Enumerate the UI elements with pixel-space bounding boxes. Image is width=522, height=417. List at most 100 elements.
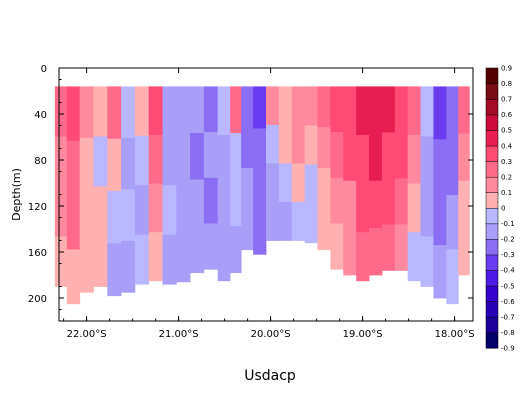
y-tick-label: 80 bbox=[34, 156, 47, 167]
heatmap-cell bbox=[458, 227, 470, 276]
y-axis: 0 40 80 120 160 200 bbox=[28, 64, 473, 310]
heatmap-cell bbox=[241, 208, 254, 251]
colorbar-label: 0.7 bbox=[501, 96, 512, 104]
heatmap-cell bbox=[176, 184, 191, 234]
heatmap-cell bbox=[433, 245, 447, 299]
colorbar-label: 0.1 bbox=[501, 189, 512, 197]
heatmap-cell bbox=[330, 177, 344, 224]
heatmap-cell bbox=[121, 137, 136, 190]
x-axis: 22.00°S 21.00°S 20.00°S 19.00°S 18.00°S bbox=[63, 68, 475, 340]
heatmap-cell bbox=[190, 86, 205, 134]
x-tick-label: 18.00°S bbox=[435, 329, 475, 340]
heatmap-cell bbox=[148, 183, 163, 233]
heatmap-cell bbox=[121, 240, 136, 293]
heatmap-cell bbox=[304, 125, 318, 165]
heatmap-cell bbox=[66, 86, 81, 142]
heatmap-cell bbox=[54, 236, 68, 287]
heatmap-cell bbox=[107, 138, 122, 192]
heatmap-cell bbox=[356, 86, 370, 136]
heatmap-cell bbox=[54, 86, 68, 137]
heatmap-cell bbox=[407, 183, 421, 233]
heatmap-cell bbox=[304, 203, 318, 244]
heatmap-cell bbox=[446, 195, 459, 250]
heatmap-cell bbox=[148, 86, 163, 136]
colorbar-label: -0.6 bbox=[501, 298, 515, 306]
heatmap-cell bbox=[148, 232, 163, 282]
x-tick-label: 20.00°S bbox=[251, 329, 291, 340]
heatmap-cell bbox=[134, 234, 150, 285]
heatmap-cell bbox=[369, 133, 383, 182]
heatmap-cell bbox=[278, 201, 293, 241]
heatmap-cell bbox=[241, 168, 254, 210]
heatmap-cell bbox=[203, 86, 219, 133]
colorbar-swatch bbox=[485, 207, 499, 225]
heatmap-cell bbox=[148, 134, 163, 184]
colorbar-label: 0.3 bbox=[501, 158, 512, 166]
heatmap-cell bbox=[230, 86, 242, 134]
heatmap-field bbox=[54, 86, 470, 305]
heatmap-cell bbox=[203, 223, 219, 270]
heatmap-cell bbox=[343, 133, 357, 182]
heatmap-cell bbox=[381, 86, 396, 133]
heatmap-cell bbox=[291, 124, 306, 164]
heatmap-cell bbox=[330, 86, 344, 133]
colorbar-swatch bbox=[485, 269, 499, 287]
colorbar-label: -0.9 bbox=[501, 345, 515, 353]
heatmap-cell bbox=[266, 86, 280, 126]
heatmap-cell bbox=[79, 86, 94, 139]
colorbar-swatch bbox=[485, 332, 499, 349]
heatmap-cell bbox=[54, 186, 68, 237]
heatmap-cell bbox=[343, 180, 357, 229]
heatmap-cell bbox=[217, 232, 231, 282]
heatmap-cell bbox=[407, 232, 421, 282]
colorbar-label: -0.7 bbox=[501, 313, 515, 321]
heatmap-cell bbox=[107, 191, 122, 244]
heatmap-cell bbox=[343, 227, 357, 276]
heatmap-cell bbox=[420, 136, 434, 187]
colorbar-label: -0.2 bbox=[501, 236, 515, 244]
heatmap-cell bbox=[190, 179, 205, 227]
heatmap-cell bbox=[407, 134, 421, 184]
heatmap-cell bbox=[278, 86, 293, 126]
colorbar-swatch bbox=[485, 285, 499, 302]
colorbar-swatch bbox=[485, 129, 499, 147]
colorbar-swatch bbox=[485, 254, 499, 271]
heatmap-cell bbox=[356, 183, 370, 233]
colorbar-swatch bbox=[485, 114, 499, 131]
heatmap-cell bbox=[394, 178, 409, 225]
y-tick-label: 120 bbox=[28, 202, 47, 213]
heatmap-cell bbox=[420, 86, 434, 137]
heatmap-cell bbox=[190, 132, 205, 180]
colorbar-label: 0.9 bbox=[501, 65, 512, 73]
heatmap-cell bbox=[79, 189, 94, 242]
y-tick-label: 0 bbox=[41, 64, 47, 75]
heatmap-cell bbox=[278, 163, 293, 203]
heatmap-cell bbox=[317, 168, 331, 210]
heatmap-cell bbox=[162, 86, 177, 137]
heatmap-cell bbox=[433, 139, 447, 193]
x-tick-label: 21.00°S bbox=[159, 329, 199, 340]
heatmap-cell bbox=[162, 234, 177, 285]
heatmap-cell bbox=[291, 163, 306, 203]
heatmap-cell bbox=[446, 86, 459, 142]
heatmap-cell bbox=[134, 135, 150, 186]
heatmap-cell bbox=[330, 223, 344, 270]
heatmap-cell bbox=[356, 134, 370, 184]
y-tick-label: 160 bbox=[28, 248, 47, 259]
heatmap-cell bbox=[66, 140, 81, 196]
y-tick-label: 40 bbox=[34, 110, 47, 121]
heatmap-cell bbox=[176, 135, 191, 185]
heatmap-cell bbox=[317, 208, 331, 251]
heatmap-cell bbox=[79, 137, 94, 190]
colorbar-label: -0.4 bbox=[501, 267, 515, 275]
heatmap-cell bbox=[217, 134, 231, 184]
heatmap-cell bbox=[433, 192, 447, 246]
colorbar-label: -0.1 bbox=[501, 220, 515, 228]
colorbar-label: 0.5 bbox=[501, 127, 512, 135]
heatmap-cell bbox=[317, 127, 331, 169]
heatmap-cell bbox=[121, 86, 136, 139]
colorbar-label: 0.2 bbox=[501, 173, 512, 181]
x-tick-label: 22.00°S bbox=[67, 329, 107, 340]
heatmap-cell bbox=[407, 86, 421, 136]
heatmap-cell bbox=[394, 132, 409, 179]
